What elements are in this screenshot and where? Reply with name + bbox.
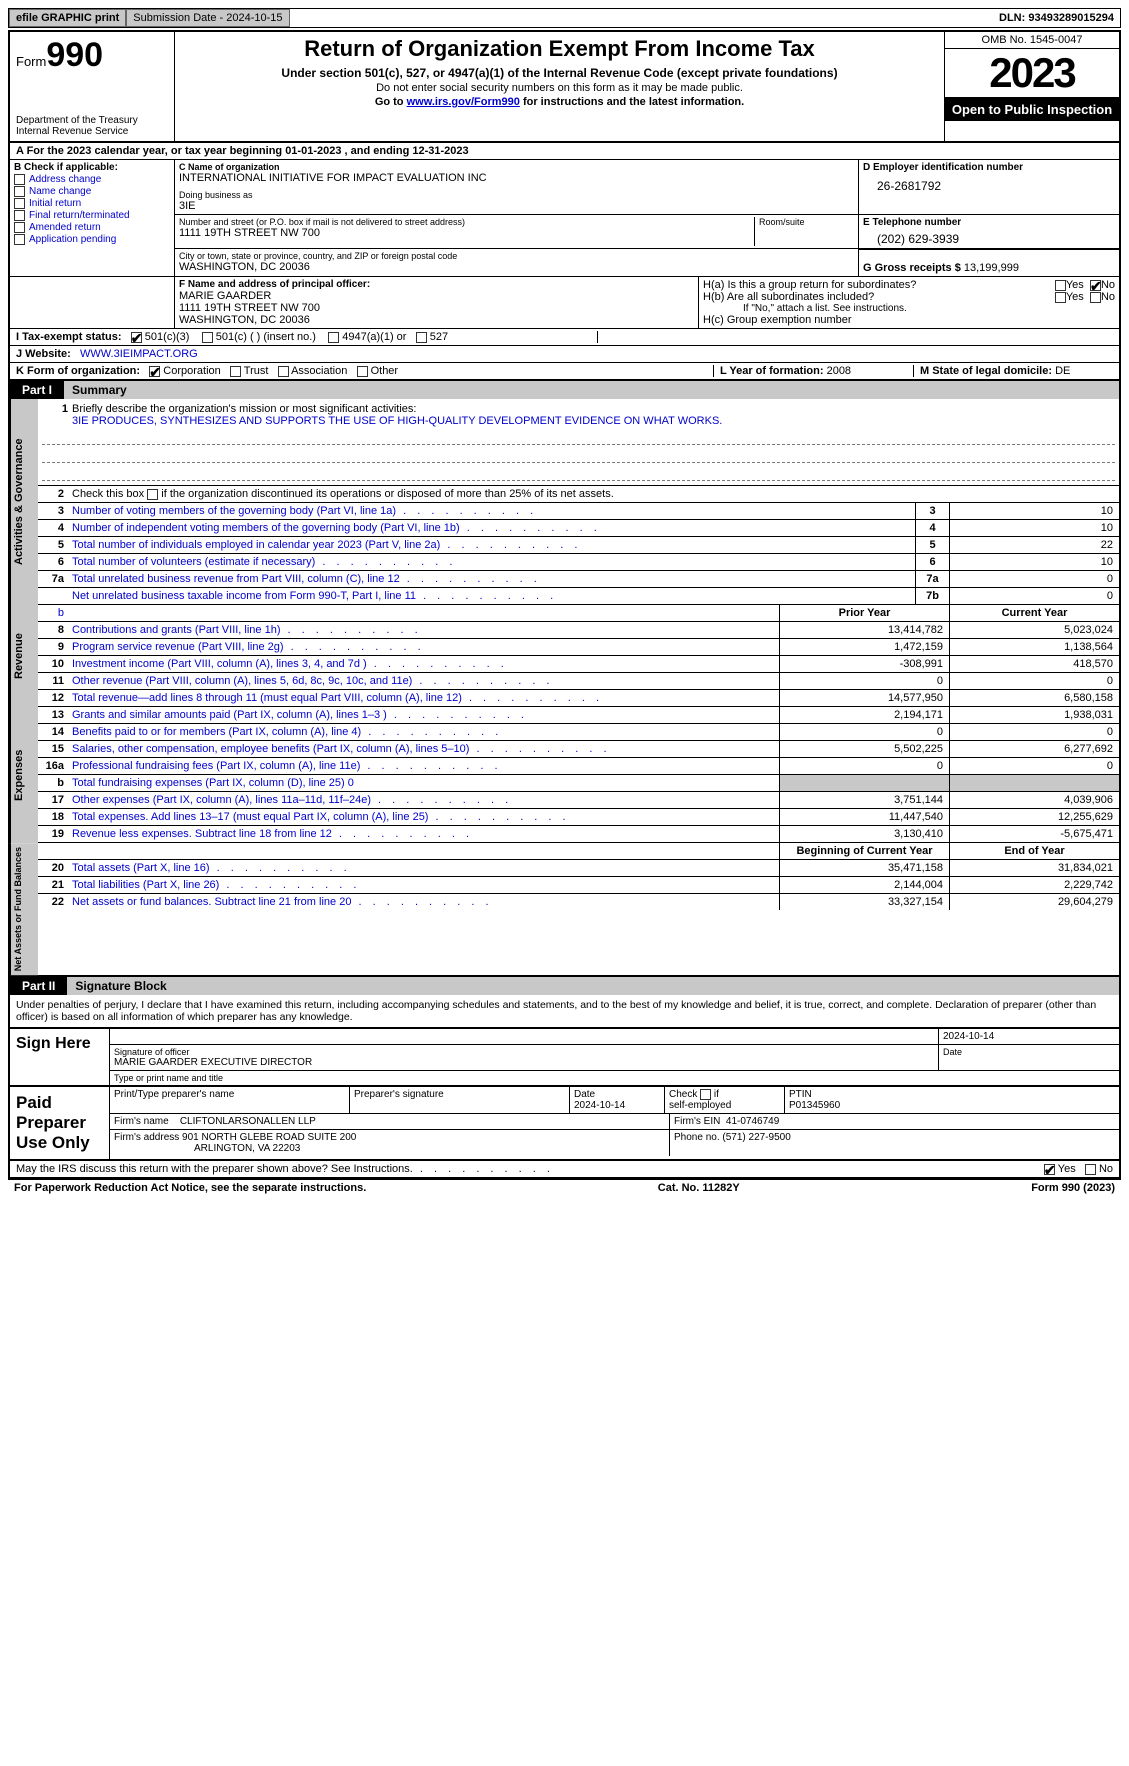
part-2-header: Part II Signature Block	[8, 977, 1121, 995]
prep-sig-hdr: Preparer's signature	[350, 1087, 570, 1113]
street-value: 1111 19TH STREET NW 700	[179, 227, 754, 239]
mission-answer: 3IE PRODUCES, SYNTHESIZES AND SUPPORTS T…	[72, 415, 722, 427]
firm-ein: Firm's EIN 41-0746749	[670, 1114, 1119, 1129]
city-value: WASHINGTON, DC 20036	[179, 261, 854, 273]
section-b-checkboxes: B Check if applicable: Address change Na…	[10, 160, 175, 276]
form-header: Form990 Department of the Treasury Inter…	[8, 30, 1121, 143]
assoc-checkbox[interactable]	[278, 366, 289, 377]
form-number: Form990	[16, 36, 168, 75]
firm-address: Firm's address 901 NORTH GLEBE ROAD SUIT…	[110, 1130, 670, 1156]
beginning-year-header: Beginning of Current Year	[779, 843, 949, 859]
line2-text: Check this box if the organization disco…	[68, 486, 1119, 502]
website-label: J Website:	[16, 348, 71, 360]
ha-yes-checkbox[interactable]	[1055, 280, 1066, 291]
hb-no-checkbox[interactable]	[1090, 292, 1101, 303]
end-year-header: End of Year	[949, 843, 1119, 859]
prior-year-header: Prior Year	[779, 605, 949, 621]
ha-no-checkbox[interactable]	[1090, 280, 1101, 291]
irs-form990-link[interactable]: www.irs.gov/Form990	[407, 96, 520, 108]
prep-ptin: PTINP01345960	[785, 1087, 1119, 1113]
room-suite-label: Room/suite	[759, 217, 854, 227]
current-year-header: Current Year	[949, 605, 1119, 621]
discuss-yes-checkbox[interactable]	[1044, 1164, 1055, 1175]
prep-date: Date2024-10-14	[570, 1087, 665, 1113]
top-bar: efile GRAPHIC print Submission Date - 20…	[8, 8, 1121, 28]
phone-value: (202) 629-3939	[863, 228, 1115, 246]
phone-label: E Telephone number	[863, 217, 1115, 228]
firm-phone: Phone no. (571) 227-9500	[670, 1130, 1119, 1156]
row-i: I Tax-exempt status: 501(c)(3) 501(c) ( …	[16, 331, 597, 343]
sign-here-label: Sign Here	[10, 1029, 110, 1085]
tax-year: 2023	[945, 49, 1119, 98]
initial-return-checkbox[interactable]	[14, 198, 25, 209]
firm-name: Firm's name CLIFTONLARSONALLEN LLP	[110, 1114, 670, 1129]
officer-name: MARIE GAARDER	[179, 290, 694, 302]
irs-label: Internal Revenue Service	[16, 126, 168, 137]
vlabel-net-assets: Net Assets or Fund Balances	[10, 843, 38, 975]
corp-checkbox[interactable]	[149, 366, 160, 377]
form-subtitle-3: Go to www.irs.gov/Form990 for instructio…	[181, 96, 938, 108]
name-change-checkbox[interactable]	[14, 186, 25, 197]
year-formation: L Year of formation: 2008	[713, 365, 913, 377]
org-name-label: C Name of organization	[179, 162, 854, 172]
h-b-label: H(b) Are all subordinates included?	[703, 291, 1055, 303]
other-checkbox[interactable]	[357, 366, 368, 377]
ein-label: D Employer identification number	[863, 162, 1115, 173]
self-employed-checkbox[interactable]	[700, 1089, 711, 1100]
omb-number: OMB No. 1545-0047	[945, 32, 1119, 49]
h-b-note: If "No," attach a list. See instructions…	[703, 303, 1115, 314]
527-checkbox[interactable]	[416, 332, 427, 343]
officer-signature-name: MARIE GAARDER EXECUTIVE DIRECTOR	[114, 1057, 934, 1068]
website-value: WWW.3IEIMPACT.ORG	[80, 348, 198, 360]
dln-label: DLN: 93493289015294	[993, 10, 1120, 26]
discuss-no-checkbox[interactable]	[1085, 1164, 1096, 1175]
treasury-dept: Department of the Treasury	[16, 115, 168, 126]
row-f-h: F Name and address of principal officer:…	[8, 277, 1121, 329]
h-a-label: H(a) Is this a group return for subordin…	[703, 279, 1055, 291]
form-subtitle-1: Under section 501(c), 527, or 4947(a)(1)…	[181, 66, 938, 80]
submission-date-button[interactable]: Submission Date - 2024-10-15	[126, 9, 289, 27]
line2-checkbox[interactable]	[147, 489, 158, 500]
prep-self-employed: Check ifself-employed	[665, 1087, 785, 1113]
4947-checkbox[interactable]	[328, 332, 339, 343]
officer-addr2: WASHINGTON, DC 20036	[179, 314, 694, 326]
efile-graphic-button[interactable]: efile GRAPHIC print	[9, 9, 126, 27]
address-change-checkbox[interactable]	[14, 174, 25, 185]
officer-addr1: 1111 19TH STREET NW 700	[179, 302, 694, 314]
gross-receipts: G Gross receipts $ 13,199,999	[863, 252, 1115, 274]
state-domicile: M State of legal domicile: DE	[913, 365, 1113, 377]
501c-checkbox[interactable]	[202, 332, 213, 343]
amended-return-checkbox[interactable]	[14, 222, 25, 233]
city-label: City or town, state or province, country…	[179, 251, 854, 261]
final-return-checkbox[interactable]	[14, 210, 25, 221]
public-inspection-badge: Open to Public Inspection	[945, 98, 1119, 121]
sign-date: 2024-10-14	[939, 1029, 1119, 1044]
page-footer: For Paperwork Reduction Act Notice, see …	[8, 1178, 1121, 1196]
dba-label: Doing business as	[179, 190, 854, 200]
application-pending-checkbox[interactable]	[14, 234, 25, 245]
trust-checkbox[interactable]	[230, 366, 241, 377]
form-subtitle-2: Do not enter social security numbers on …	[181, 82, 938, 94]
vlabel-governance: Activities & Governance	[10, 399, 38, 605]
501c3-checkbox[interactable]	[131, 332, 142, 343]
h-c-label: H(c) Group exemption number	[703, 314, 1115, 326]
paid-preparer-label: Paid Preparer Use Only	[10, 1087, 110, 1159]
vlabel-revenue: Revenue	[10, 605, 38, 707]
ein-value: 26-2681792	[863, 173, 1115, 193]
dba-value: 3IE	[179, 200, 854, 212]
signature-intro: Under penalties of perjury, I declare th…	[8, 995, 1121, 1029]
discuss-row: May the IRS discuss this return with the…	[8, 1161, 1121, 1178]
street-label: Number and street (or P.O. box if mail i…	[179, 217, 754, 227]
vlabel-expenses: Expenses	[10, 707, 38, 843]
form-title: Return of Organization Exempt From Incom…	[181, 36, 938, 62]
row-a-tax-year: A For the 2023 calendar year, or tax yea…	[8, 143, 1121, 160]
org-name: INTERNATIONAL INITIATIVE FOR IMPACT EVAL…	[179, 172, 854, 184]
part-1-header: Part I Summary	[8, 381, 1121, 399]
mission-question: Briefly describe the organization's miss…	[72, 403, 416, 415]
prep-name-hdr: Print/Type preparer's name	[110, 1087, 350, 1113]
hb-yes-checkbox[interactable]	[1055, 292, 1066, 303]
